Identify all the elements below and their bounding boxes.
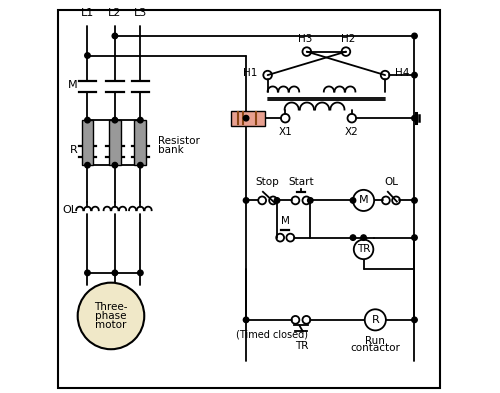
Circle shape [112, 33, 117, 39]
Text: L2: L2 [108, 8, 122, 18]
Text: M: M [281, 216, 289, 226]
Text: Three-: Three- [94, 302, 128, 312]
Circle shape [112, 162, 117, 168]
Circle shape [412, 33, 417, 39]
Text: Resistor: Resistor [158, 136, 200, 146]
Text: H1: H1 [244, 68, 258, 78]
Text: L1: L1 [81, 8, 94, 18]
Text: X1: X1 [278, 127, 292, 137]
Circle shape [112, 270, 117, 275]
Text: M: M [359, 195, 368, 206]
Circle shape [412, 198, 417, 203]
Circle shape [244, 317, 249, 323]
Text: OL: OL [62, 205, 78, 215]
Text: TR: TR [357, 244, 370, 254]
Text: H4: H4 [395, 68, 409, 78]
Circle shape [412, 317, 417, 323]
Text: OL: OL [384, 178, 398, 187]
Text: R: R [372, 315, 379, 325]
Circle shape [138, 162, 143, 168]
FancyBboxPatch shape [82, 120, 94, 165]
Circle shape [354, 240, 374, 259]
Circle shape [308, 198, 313, 203]
Text: X2: X2 [345, 127, 358, 137]
Circle shape [412, 116, 417, 121]
Text: phase: phase [95, 311, 126, 321]
Text: (Timed closed): (Timed closed) [236, 330, 308, 340]
Text: L3: L3 [134, 8, 147, 18]
Circle shape [412, 235, 417, 241]
Circle shape [84, 162, 90, 168]
Circle shape [244, 116, 249, 121]
Circle shape [84, 270, 90, 275]
Circle shape [84, 53, 90, 58]
FancyBboxPatch shape [231, 111, 265, 126]
Circle shape [353, 190, 374, 211]
Circle shape [361, 235, 366, 241]
Circle shape [350, 198, 356, 203]
Text: Run: Run [366, 336, 386, 345]
FancyBboxPatch shape [134, 120, 146, 165]
Circle shape [412, 72, 417, 78]
Text: M: M [68, 80, 78, 90]
Text: TR: TR [295, 342, 308, 351]
Text: motor: motor [96, 320, 126, 330]
Circle shape [138, 118, 143, 123]
Text: Stop: Stop [256, 177, 280, 187]
Text: R: R [70, 145, 78, 154]
Text: contactor: contactor [350, 343, 401, 353]
Text: H2: H2 [340, 34, 355, 44]
Text: Start: Start [288, 177, 314, 187]
FancyBboxPatch shape [109, 120, 121, 165]
Circle shape [274, 198, 280, 203]
Circle shape [364, 309, 386, 331]
Circle shape [112, 118, 117, 123]
Circle shape [244, 198, 249, 203]
Circle shape [350, 235, 356, 241]
Circle shape [84, 118, 90, 123]
Circle shape [78, 283, 144, 349]
Circle shape [138, 270, 143, 275]
Text: H3: H3 [298, 34, 312, 44]
Text: bank: bank [158, 145, 184, 156]
